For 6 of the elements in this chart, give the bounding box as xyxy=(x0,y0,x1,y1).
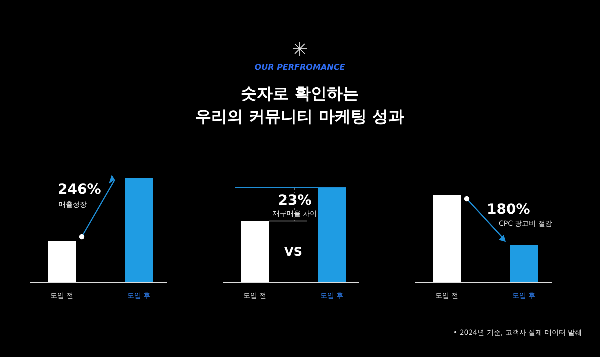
chart-title: 숫자로 확인하는 우리의 커뮤니티 마케팅 성과 xyxy=(196,84,404,126)
chart-subtitle: OUR PERFROMANCE xyxy=(254,63,346,72)
annotation: 23% xyxy=(278,193,312,209)
annotation: 246% xyxy=(58,182,102,198)
annotation: VS xyxy=(284,245,302,259)
annotation: 180% xyxy=(487,202,530,218)
